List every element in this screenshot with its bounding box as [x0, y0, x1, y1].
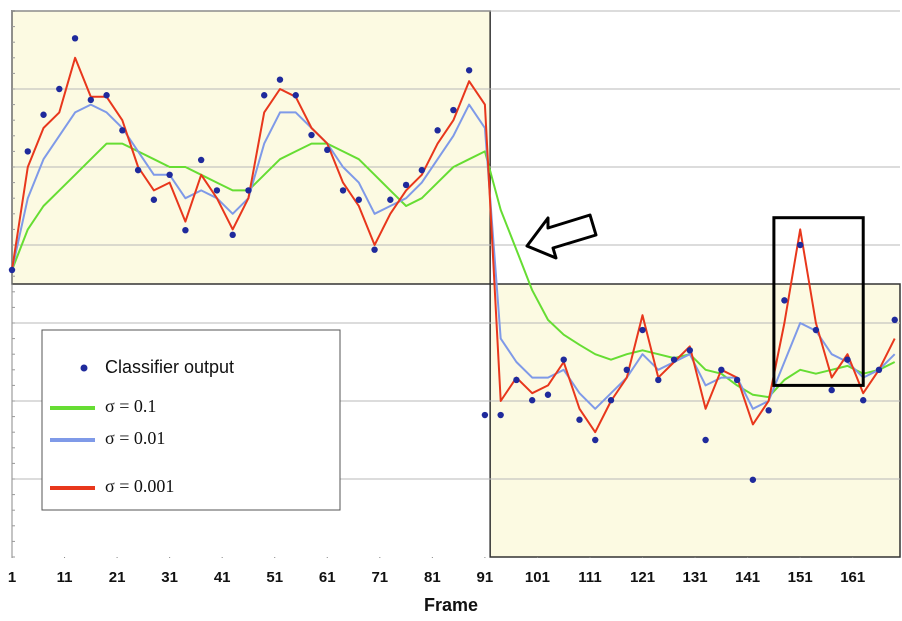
x-tick-label: 111: [578, 569, 601, 586]
data-point: [528, 397, 536, 404]
data-point: [860, 397, 867, 404]
data-point: [481, 411, 489, 419]
data-point: [513, 376, 520, 384]
x-tick-label: 21: [109, 569, 126, 586]
data-point: [639, 326, 646, 334]
data-point: [497, 411, 504, 419]
highlight-box: [772, 216, 865, 387]
legend-box: [41, 329, 341, 511]
data-point: [308, 131, 315, 139]
data-point: [197, 156, 205, 164]
data-point: [749, 476, 757, 483]
data-point: [213, 187, 221, 194]
data-point: [465, 67, 473, 74]
data-point: [828, 386, 835, 394]
legend-label: σ = 0.1: [105, 396, 156, 416]
data-point: [765, 407, 772, 414]
data-point: [450, 106, 457, 114]
series-line: [11, 142, 896, 399]
data-point: [87, 96, 95, 104]
data-point: [418, 166, 426, 174]
legend-marker: [80, 364, 88, 372]
data-point: [592, 436, 599, 444]
arrow: [525, 213, 598, 260]
series-line: [11, 56, 896, 434]
legend-label: σ = 0.001: [105, 476, 174, 496]
data-point: [544, 391, 552, 398]
data-point: [796, 241, 804, 249]
shaded-region: [489, 283, 901, 558]
data-point: [702, 436, 709, 444]
series-line: [11, 103, 896, 410]
data-point: [245, 187, 252, 194]
x-tick-label: 121: [630, 569, 655, 586]
x-tick-label: 131: [683, 569, 708, 586]
data-point: [71, 35, 79, 42]
x-tick-label: 151: [788, 569, 813, 586]
data-point: [292, 92, 299, 99]
data-point: [607, 397, 615, 404]
x-tick-label: 1: [8, 569, 16, 586]
data-point: [56, 85, 63, 93]
data-point: [276, 76, 284, 83]
x-tick-label: 101: [525, 569, 550, 586]
x-tick-label: 61: [319, 569, 336, 586]
x-tick-label: 81: [424, 569, 441, 586]
data-point: [812, 326, 820, 334]
data-point: [434, 127, 441, 134]
x-axis-label: Frame: [424, 595, 478, 615]
data-point: [670, 356, 678, 363]
data-point: [40, 111, 47, 118]
shaded-region: [11, 10, 491, 285]
data-point: [150, 196, 158, 203]
x-tick-label: 141: [735, 569, 760, 586]
x-tick-label: 41: [214, 569, 231, 586]
legend-label: Classifier output: [105, 357, 234, 377]
x-tick-label: 31: [161, 569, 178, 586]
data-point: [576, 416, 583, 423]
data-point: [166, 171, 173, 178]
data-point: [655, 376, 662, 384]
data-point: [560, 356, 567, 363]
x-tick-label: 91: [477, 569, 494, 586]
data-point: [119, 127, 126, 134]
x-tick-label: 71: [371, 569, 388, 586]
data-point: [623, 366, 630, 373]
data-point: [875, 366, 883, 373]
x-tick-label: 51: [266, 569, 283, 586]
grid: 1 11 21 31 41 51 61 71 81 91 101 111 121 131 141 151 161: [8, 10, 900, 586]
data-point: [339, 187, 347, 194]
data-point: [24, 148, 31, 155]
data-point: [355, 196, 362, 203]
data-point: [134, 166, 142, 174]
marks: [8, 35, 898, 483]
data-point: [8, 266, 16, 274]
data-point: [324, 146, 331, 154]
data-point: [371, 246, 378, 253]
data-point: [387, 196, 394, 203]
data-point: [844, 356, 851, 363]
data-point: [229, 231, 236, 239]
data-point: [686, 347, 694, 354]
data-point: [891, 316, 898, 324]
data-point: [182, 226, 189, 234]
legend-label: σ = 0.01: [105, 428, 165, 448]
data-point: [718, 366, 725, 373]
data-point: [103, 92, 110, 99]
data-point: [402, 181, 410, 189]
data-point: [733, 376, 741, 384]
data-point: [781, 297, 788, 304]
legend: Classifier output σ = 0.1 σ = 0.01 σ = 0.00…: [41, 329, 341, 511]
x-tick-label: 11: [57, 569, 73, 586]
data-point: [261, 92, 268, 99]
x-tick-label: 161: [840, 569, 865, 586]
